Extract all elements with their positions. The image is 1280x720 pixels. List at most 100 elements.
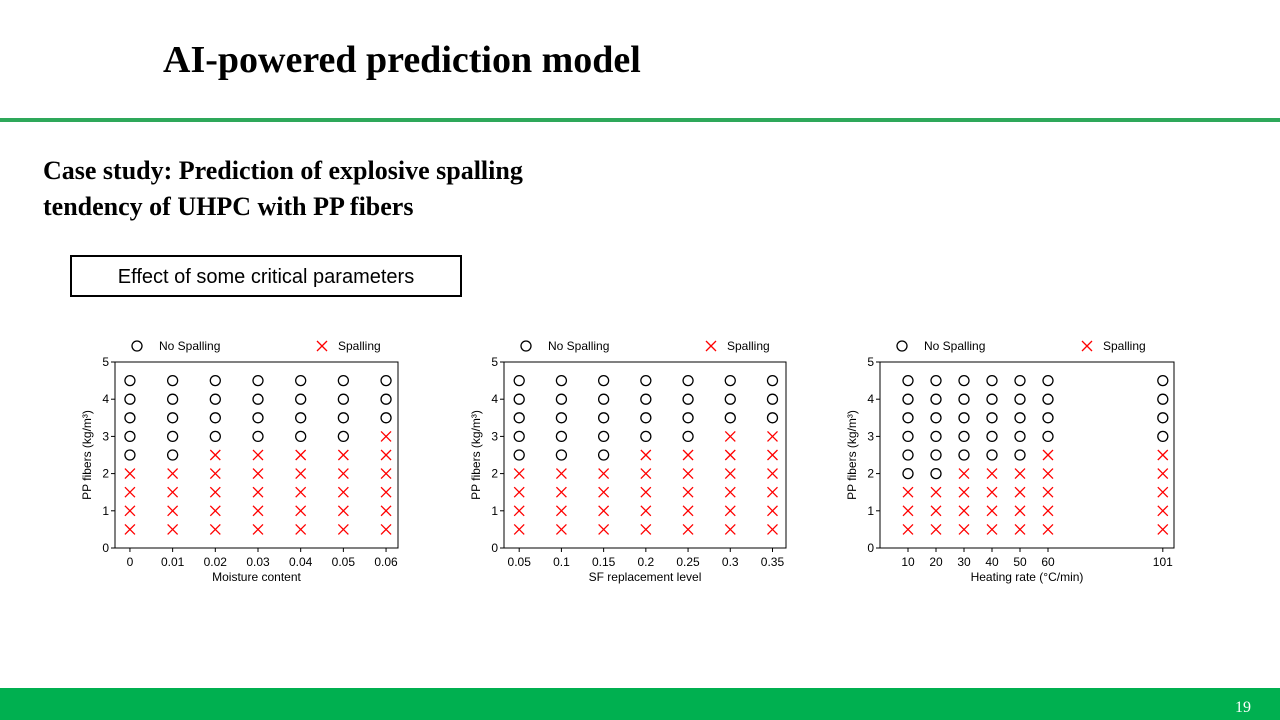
point [640,430,652,443]
y-tick-label: 5 [491,355,498,369]
y-tick-label: 2 [102,467,109,481]
point [513,412,525,424]
point [209,523,221,535]
point [252,374,264,387]
point [958,393,970,405]
label-box [70,255,462,297]
point [902,449,914,461]
legend-marker [520,340,532,352]
point [930,505,942,517]
legend-marker [316,340,328,352]
point [682,412,694,424]
point [124,412,136,424]
x-tick-label: 50 [1013,555,1027,569]
footer-bar [0,688,1280,720]
point [295,523,307,535]
point [124,523,136,535]
point [1157,505,1169,517]
point [513,523,525,535]
x-tick-label: 0.2 [638,555,655,569]
y-tick-label: 2 [867,467,874,481]
point [555,430,568,443]
box-label: Effect of some critical parameters [118,266,414,288]
point [902,412,914,424]
subtitle-line: tendency of UHPC with PP fibers [43,192,413,221]
point [513,393,525,405]
point [902,505,914,517]
x-tick-label: 0.3 [722,555,739,569]
point [902,467,914,480]
y-axis-label: PP fibers (kg/m³) [845,410,859,500]
point [337,523,349,535]
y-tick-label: 0 [491,541,498,555]
point [337,430,350,443]
point [252,486,264,498]
point [1157,486,1169,498]
point [1157,412,1169,424]
x-tick-label: 0.25 [676,555,700,569]
point [1157,468,1169,480]
subtitle-line: Case study: Prediction of explosive spal… [43,156,523,185]
point [1157,393,1169,405]
point [209,374,221,387]
slide-title: AI-powered prediction model [163,39,641,81]
plot-frame [879,361,1175,549]
point [986,412,998,424]
point [1042,505,1054,517]
point [1042,430,1054,443]
point [337,393,350,405]
x-tick-label: 0 [127,555,134,569]
point [902,430,914,443]
point [124,486,136,498]
point [252,412,264,424]
point [209,486,221,498]
point [930,523,942,535]
point [209,449,221,461]
x-tick-label: 0.35 [761,555,785,569]
point [724,523,736,535]
point [640,505,652,517]
point [986,486,998,498]
y-tick-label: 4 [867,392,874,406]
point [986,523,998,535]
point [682,430,694,443]
point [930,374,942,387]
point [252,523,264,535]
x-tick-label: 0.15 [592,555,616,569]
point [930,412,942,424]
point [902,374,914,387]
point [166,430,179,443]
plot-frame [503,361,787,549]
point [209,468,221,480]
legend-marker [131,340,143,352]
point [380,505,392,517]
point [167,523,179,535]
point [1157,523,1169,535]
x-tick-label: 30 [957,555,971,569]
point [597,449,610,461]
point [166,374,179,387]
point [380,393,392,405]
y-tick-label: 5 [102,355,109,369]
x-tick-label: 0.05 [332,555,356,569]
point [209,412,221,424]
point [295,505,307,517]
point [513,449,525,461]
y-tick-label: 2 [491,467,498,481]
point [640,374,652,387]
point [1014,486,1026,498]
point [209,505,221,517]
point [986,449,998,461]
point [1014,505,1026,517]
point [513,486,525,498]
point [958,523,970,535]
point [252,468,264,480]
point [986,505,998,517]
point [252,449,264,461]
x-tick-label: 0.04 [289,555,313,569]
y-tick-label: 3 [102,429,109,443]
y-tick-label: 1 [491,504,498,518]
point [167,505,179,517]
point [252,430,264,443]
legend-label: No Spalling [548,339,609,353]
